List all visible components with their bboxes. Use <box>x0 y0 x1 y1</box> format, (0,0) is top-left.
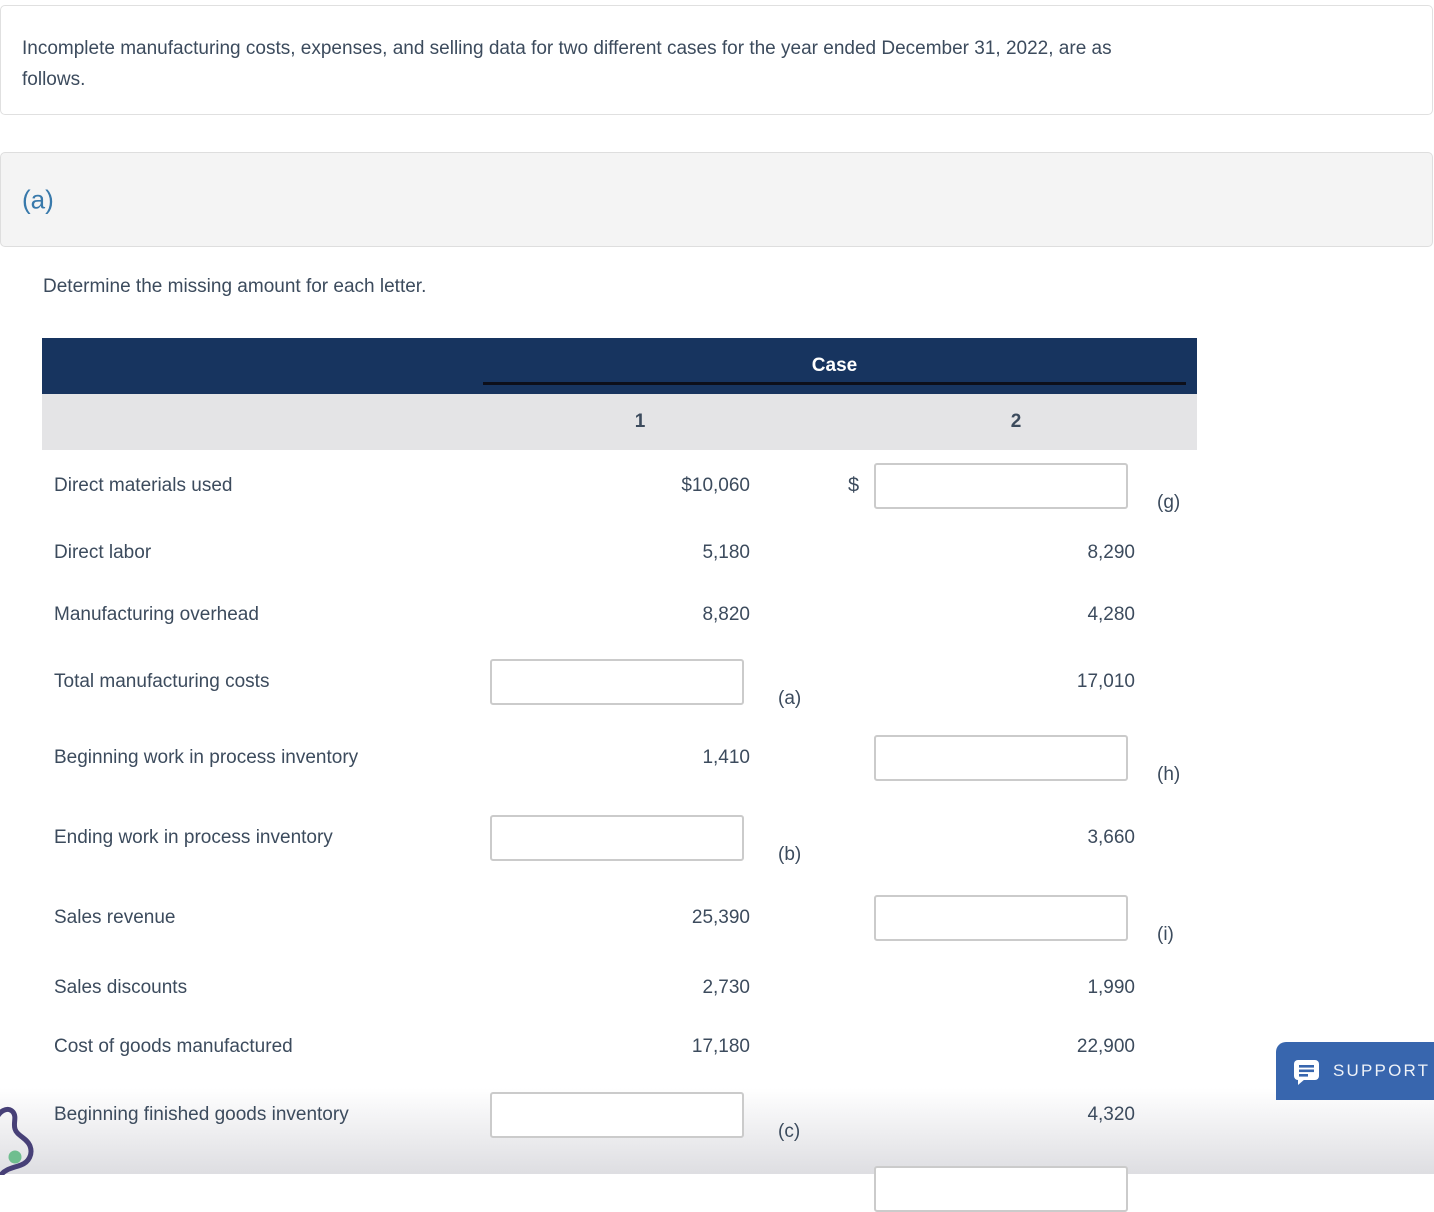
row-label: Cost of goods manufactured <box>54 1036 293 1057</box>
row-label: Direct labor <box>54 542 152 563</box>
case1-value: 1,410 <box>702 747 750 768</box>
dollar-sign: $ <box>848 474 860 497</box>
table-row: Direct labor 5,180 8,290 <box>42 522 1197 584</box>
chat-bubble-icon <box>1293 1058 1320 1085</box>
table-row-partial <box>42 1154 1197 1212</box>
missing-amount-input-b[interactable] <box>490 815 744 861</box>
assistant-mascot-icon[interactable] <box>0 1105 47 1180</box>
table-row: Sales revenue 25,390 (i) <box>42 878 1197 958</box>
case-table: Case 1 2 Direct materials used $10,060 $… <box>42 338 1197 1212</box>
missing-amount-input-i[interactable] <box>874 895 1128 941</box>
row-label: Ending work in process inventory <box>54 827 333 848</box>
case1-value: 25,390 <box>691 907 750 928</box>
table-row: Beginning finished goods inventory (c) 4… <box>42 1076 1197 1154</box>
letter-label-g: (g) <box>1157 492 1181 513</box>
case1-value: 17,180 <box>691 1036 750 1057</box>
case2-value: 4,280 <box>1087 604 1135 625</box>
letter-label-b: (b) <box>778 844 802 865</box>
table-row: Beginning work in process inventory 1,41… <box>42 718 1197 798</box>
case-group-label: Case <box>483 355 1186 385</box>
case2-value: 22,900 <box>1076 1036 1135 1057</box>
table-row: Total manufacturing costs (a) 17,010 <box>42 646 1197 718</box>
table-group-header: Case <box>42 338 1197 394</box>
table-row: Direct materials used $10,060 $ (g) <box>42 450 1197 522</box>
row-label: Sales discounts <box>54 977 188 998</box>
table-row: Manufacturing overhead 8,820 4,280 <box>42 584 1197 646</box>
row-label: Total manufacturing costs <box>54 671 270 692</box>
support-button[interactable]: SUPPORT <box>1276 1042 1434 1100</box>
letter-label-a: (a) <box>778 688 802 709</box>
problem-statement-line1: Incomplete manufacturing costs, expenses… <box>22 38 1112 59</box>
letter-label-i: (i) <box>1157 924 1174 945</box>
case1-value: 5,180 <box>702 542 750 563</box>
case1-value: 2,730 <box>702 977 750 998</box>
instruction-text: Determine the missing amount for each le… <box>43 276 427 297</box>
row-label: Beginning work in process inventory <box>54 747 359 768</box>
case2-value: 1,990 <box>1087 977 1135 998</box>
problem-statement-line2: follows. <box>22 69 86 90</box>
letter-label-h: (h) <box>1157 764 1181 785</box>
column-header-case-2: 2 <box>1010 411 1022 432</box>
row-label: Direct materials used <box>54 475 233 496</box>
missing-amount-input-next[interactable] <box>874 1166 1128 1212</box>
column-header-case-1: 1 <box>634 411 646 432</box>
missing-amount-input-h[interactable] <box>874 735 1128 781</box>
missing-amount-input-a[interactable] <box>490 659 744 705</box>
letter-label-c: (c) <box>778 1121 801 1142</box>
row-label: Manufacturing overhead <box>54 604 259 625</box>
table-row: Cost of goods manufactured 17,180 22,900 <box>42 1018 1197 1076</box>
section-a-bar: (a) <box>0 152 1433 247</box>
missing-amount-input-g[interactable] <box>874 463 1128 509</box>
case1-value: 8,820 <box>702 604 750 625</box>
case1-value: $10,060 <box>681 475 750 496</box>
support-button-label: SUPPORT <box>1333 1061 1431 1080</box>
row-label: Sales revenue <box>54 907 176 928</box>
section-a-link[interactable]: (a) <box>22 184 54 214</box>
missing-amount-input-c[interactable] <box>490 1092 744 1138</box>
table-row: Ending work in process inventory (b) 3,6… <box>42 798 1197 878</box>
case2-value: 8,290 <box>1087 542 1135 563</box>
case2-value: 17,010 <box>1076 671 1135 692</box>
table-row: Sales discounts 2,730 1,990 <box>42 958 1197 1018</box>
row-label: Beginning finished goods inventory <box>54 1104 349 1125</box>
table-column-header: 1 2 <box>42 394 1197 450</box>
case2-value: 4,320 <box>1087 1104 1135 1125</box>
problem-statement-card: Incomplete manufacturing costs, expenses… <box>0 5 1433 115</box>
case2-value: 3,660 <box>1087 827 1135 848</box>
